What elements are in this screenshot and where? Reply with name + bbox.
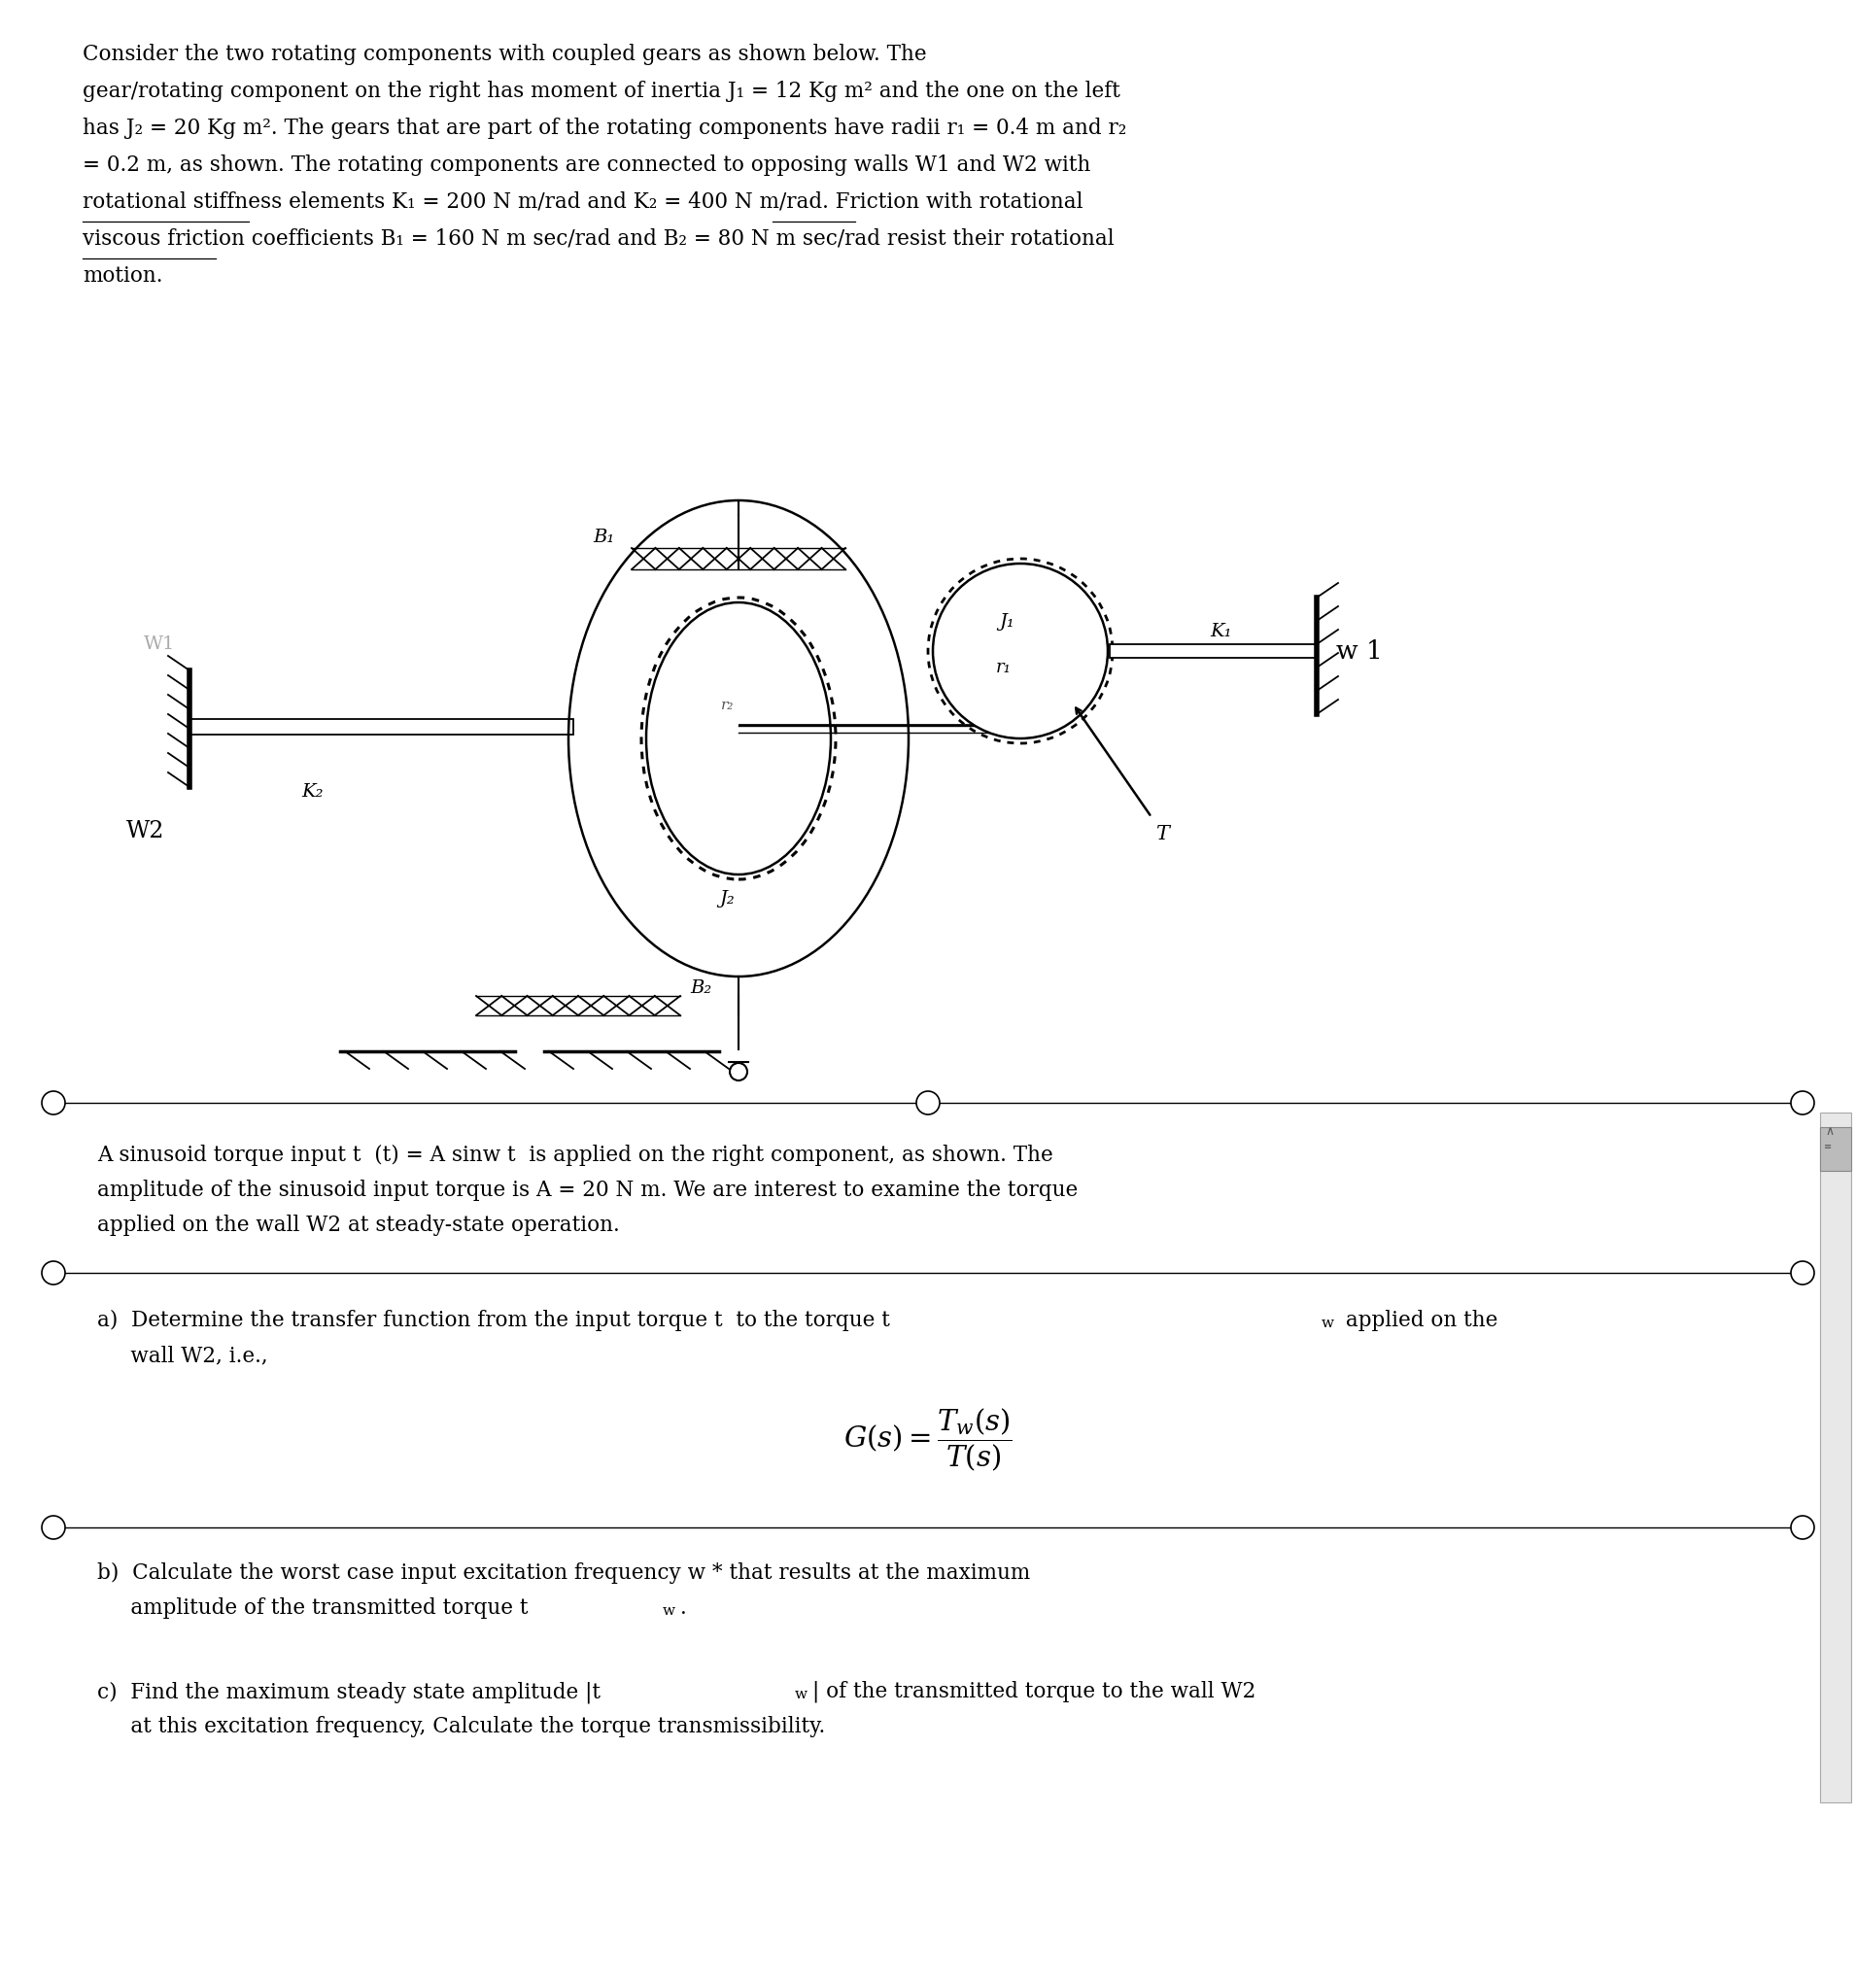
Text: T: T — [1156, 825, 1169, 843]
Text: amplitude of the sinusoid input torque is A = 20 N m. We are interest to examine: amplitude of the sinusoid input torque i… — [97, 1179, 1078, 1201]
Circle shape — [917, 1091, 939, 1115]
Text: rotational stiffness elements K₁ = 200 N m/rad and K₂ = 400 N m/rad. Friction wi: rotational stiffness elements K₁ = 200 N… — [84, 191, 1084, 213]
Bar — [739, 726, 1021, 732]
Text: r₁: r₁ — [997, 660, 1012, 676]
Text: J₁: J₁ — [999, 612, 1013, 630]
Text: viscous friction coefficients B₁ = 160 N m sec/rad and B₂ = 80 N m sec/rad resis: viscous friction coefficients B₁ = 160 N… — [84, 229, 1114, 250]
Text: c)  Find the maximum steady state amplitude |t: c) Find the maximum steady state amplitu… — [97, 1682, 601, 1704]
Text: ≡: ≡ — [1824, 1141, 1832, 1151]
Text: amplitude of the transmitted torque t: amplitude of the transmitted torque t — [97, 1598, 529, 1618]
Bar — [1821, 1113, 1850, 1803]
Circle shape — [43, 1091, 65, 1115]
Text: .: . — [679, 1598, 687, 1618]
Text: w: w — [1321, 1316, 1334, 1330]
Circle shape — [1791, 1260, 1813, 1284]
Bar — [1110, 644, 1316, 658]
Text: B₂: B₂ — [690, 980, 711, 996]
Text: gear/rotating component on the right has moment of inertia J₁ = 12 Kg m² and the: gear/rotating component on the right has… — [84, 82, 1121, 101]
Text: $G(s) = \dfrac{T_w(s)}{T(s)}$: $G(s) = \dfrac{T_w(s)}{T(s)}$ — [844, 1408, 1012, 1473]
Text: J₂: J₂ — [718, 891, 735, 909]
Text: B₁: B₁ — [592, 529, 614, 547]
Circle shape — [1791, 1515, 1813, 1539]
Text: w: w — [663, 1604, 676, 1618]
Text: K₁: K₁ — [1210, 622, 1232, 640]
Text: motion.: motion. — [84, 264, 163, 286]
Text: at this excitation frequency, Calculate the torque transmissibility.: at this excitation frequency, Calculate … — [97, 1716, 826, 1738]
Text: wall W2, i.e.,: wall W2, i.e., — [97, 1344, 267, 1366]
Text: A sinusoid torque input t  (t) = A sinw t  is applied on the right component, as: A sinusoid torque input t (t) = A sinw t… — [97, 1145, 1052, 1167]
Text: = 0.2 m, as shown. The rotating components are connected to opposing walls W1 an: = 0.2 m, as shown. The rotating componen… — [84, 155, 1091, 175]
Text: a)  Determine the transfer function from the input torque t  to the torque t: a) Determine the transfer function from … — [97, 1310, 891, 1332]
Circle shape — [43, 1260, 65, 1284]
Text: ∧: ∧ — [1824, 1125, 1834, 1137]
Text: b)  Calculate the worst case input excitation frequency w * that results at the : b) Calculate the worst case input excita… — [97, 1563, 1030, 1584]
Text: W2: W2 — [126, 821, 165, 843]
Circle shape — [1791, 1091, 1813, 1115]
Text: applied on the wall W2 at steady-state operation.: applied on the wall W2 at steady-state o… — [97, 1215, 620, 1237]
Text: Consider the two rotating components with coupled gears as shown below. The: Consider the two rotating components wit… — [84, 44, 926, 66]
Text: r₂: r₂ — [720, 698, 733, 712]
Text: W1: W1 — [143, 636, 174, 652]
Bar — [189, 720, 574, 736]
Text: has J₂ = 20 Kg m². The gears that are part of the rotating components have radii: has J₂ = 20 Kg m². The gears that are pa… — [84, 117, 1127, 139]
Text: w 1: w 1 — [1336, 640, 1383, 664]
Bar — [1821, 1127, 1850, 1171]
Circle shape — [43, 1515, 65, 1539]
Text: w: w — [794, 1688, 807, 1702]
Text: applied on the: applied on the — [1338, 1310, 1498, 1332]
Text: | of the transmitted torque to the wall W2: | of the transmitted torque to the wall … — [813, 1682, 1257, 1704]
Text: K₂: K₂ — [301, 783, 323, 801]
Circle shape — [934, 563, 1108, 738]
